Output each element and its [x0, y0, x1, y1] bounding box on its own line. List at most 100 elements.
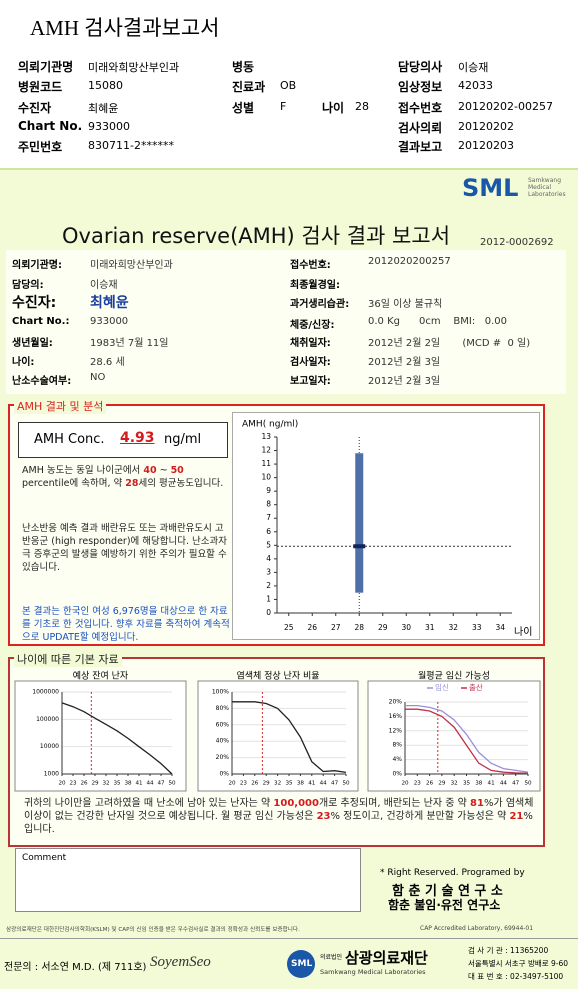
x-tick-label: 44: [146, 781, 154, 787]
info-label: 의뢰기관명:: [12, 260, 62, 271]
x-tick-label: 26: [251, 781, 259, 787]
report-title: Ovarian reserve(AMH) 검사 결과 보고서: [62, 224, 451, 248]
x-tick-label: 41: [488, 781, 496, 787]
info-value: 2012년 2월 3일: [368, 357, 441, 368]
field-label: 병원코드: [18, 80, 63, 94]
logo: SML: [291, 959, 313, 969]
x-tick-label: 27: [331, 623, 341, 632]
conc-unit: ng/ml: [164, 432, 202, 447]
x-tick-label: 31: [425, 623, 435, 632]
lab-name: 함춘 불임·유전 연구소: [388, 898, 501, 912]
info-value: 미래와희망산부인과: [90, 260, 173, 271]
text-segment: 21: [509, 811, 524, 822]
range-bar: [355, 453, 364, 593]
text-segment: 100,000: [273, 798, 319, 809]
field-label: 담당의사: [398, 60, 443, 74]
field-label: 임상정보: [398, 80, 443, 94]
lab-name: 함 춘 기 술 연 구 소: [392, 884, 503, 899]
info-label: 생년월일:: [12, 338, 53, 349]
info-label: 수진자:: [12, 295, 57, 311]
field-label: 진료과: [232, 80, 266, 94]
y-tick-label: 5: [266, 540, 271, 549]
text-segment: 23: [316, 811, 331, 822]
y-tick-label: 100%: [212, 689, 229, 696]
y-tick-label: 9: [266, 486, 271, 495]
y-tick-label: 40%: [216, 738, 230, 745]
axis-label: 나이: [514, 626, 532, 638]
x-tick-label: 23: [69, 781, 77, 787]
footer-note: 삼광의료재단은 대한진단검사의학회(KSLM) 및 CAP의 신임 인증을 받은…: [6, 927, 300, 933]
x-tick-label: 29: [438, 781, 446, 787]
y-tick-label: 0%: [392, 771, 402, 778]
x-tick-label: 44: [320, 781, 328, 787]
line: [405, 704, 529, 773]
field-label: Chart No.: [18, 119, 83, 133]
report-number: 2012-0002692: [480, 237, 554, 248]
field-label: 성별: [232, 101, 255, 115]
conc-label: AMH Conc.: [34, 432, 105, 447]
text-segment: 세의 평균농도입니다.: [138, 478, 224, 489]
lab-info: 서울특별시 서초구 방배로 9-60: [468, 959, 569, 968]
conc-value: 4.93: [120, 430, 155, 446]
field-value: 이승재: [458, 61, 489, 74]
rule: [0, 938, 578, 939]
x-tick-label: 41: [308, 781, 316, 787]
logo: SML: [462, 174, 519, 202]
field-label: 검사의뢰: [398, 121, 443, 135]
x-tick-label: 50: [524, 781, 532, 787]
x-tick-label: 34: [495, 623, 505, 632]
text-segment: percentile에 속하며, 약: [22, 478, 126, 489]
y-tick-label: 8: [266, 500, 271, 509]
org: 삼광의료재단: [345, 949, 428, 967]
chart-title: 월평균 임신 가능성: [418, 670, 490, 682]
legend-label: 임신: [435, 683, 449, 692]
y-tick-label: 4%: [392, 756, 402, 763]
y-tick-label: 2: [266, 581, 271, 590]
x-tick-label: 29: [378, 623, 388, 632]
field-value: 미래와희망산부인과: [88, 61, 180, 74]
field-value: OB: [280, 79, 297, 92]
line: [232, 701, 347, 774]
section-title: 나이에 따른 기본 자료: [14, 651, 122, 667]
chart-frame: [197, 680, 359, 792]
text-segment: ~: [156, 465, 171, 476]
amh-response: 난소반응 예측 결과 배란유도 또는 과배란유도시 고반응군 (high res…: [22, 523, 227, 573]
section-title: AMH 결과 및 분석: [14, 398, 107, 414]
info-label: 접수번호:: [290, 260, 331, 271]
chart-title: 예상 잔여 난자: [73, 670, 129, 682]
field-label: 병동: [232, 60, 255, 74]
logo-mark: [287, 950, 315, 978]
info-value: 2012년 2월 2일 (MCD # 0 일): [368, 338, 531, 349]
x-tick-label: 50: [168, 781, 176, 787]
x-tick-label: 47: [331, 781, 339, 787]
line: [61, 702, 173, 775]
x-tick-label: 50: [342, 781, 350, 787]
y-tick-label: 10: [261, 473, 271, 482]
y-tick-label: 80%: [216, 705, 230, 712]
doctor: 전문의 : 서소연 M.D. (제 711호): [4, 962, 147, 973]
y-tick-label: 0%: [219, 771, 229, 778]
field-label: 결과보고: [398, 140, 443, 154]
signature: SoyemSeo: [150, 954, 211, 970]
info-value: 0.0 Kg 0cm BMI: 0.00: [368, 316, 507, 327]
info-label: 나이:: [12, 357, 35, 368]
chart-frame: [14, 680, 187, 792]
x-tick-label: 23: [240, 781, 248, 787]
x-tick-label: 32: [451, 781, 458, 787]
y-tick-label: 12%: [389, 727, 403, 734]
org-small: 의료법인: [320, 954, 343, 961]
x-tick-label: 47: [512, 781, 520, 787]
y-tick-label: 4: [266, 554, 271, 563]
amh-comment: AMH 농도는 동일 나이군에서 40 ~ 50 percentile에 속하며…: [22, 464, 227, 490]
field-value: 20120202: [458, 120, 514, 133]
info-value: 2012년 2월 3일: [368, 376, 441, 387]
amh-note: 본 결과는 한국인 여성 6,976명을 대상으로 한 자료를 기초로 한 것입…: [22, 606, 230, 643]
info-value: 36일 이상 불규칙: [368, 299, 443, 310]
field-label: 주민번호: [18, 140, 63, 154]
x-tick-label: 38: [297, 781, 305, 787]
y-tick-label: 0: [266, 608, 271, 617]
x-tick-label: 29: [91, 781, 99, 787]
y-tick-label: 16%: [389, 713, 403, 720]
